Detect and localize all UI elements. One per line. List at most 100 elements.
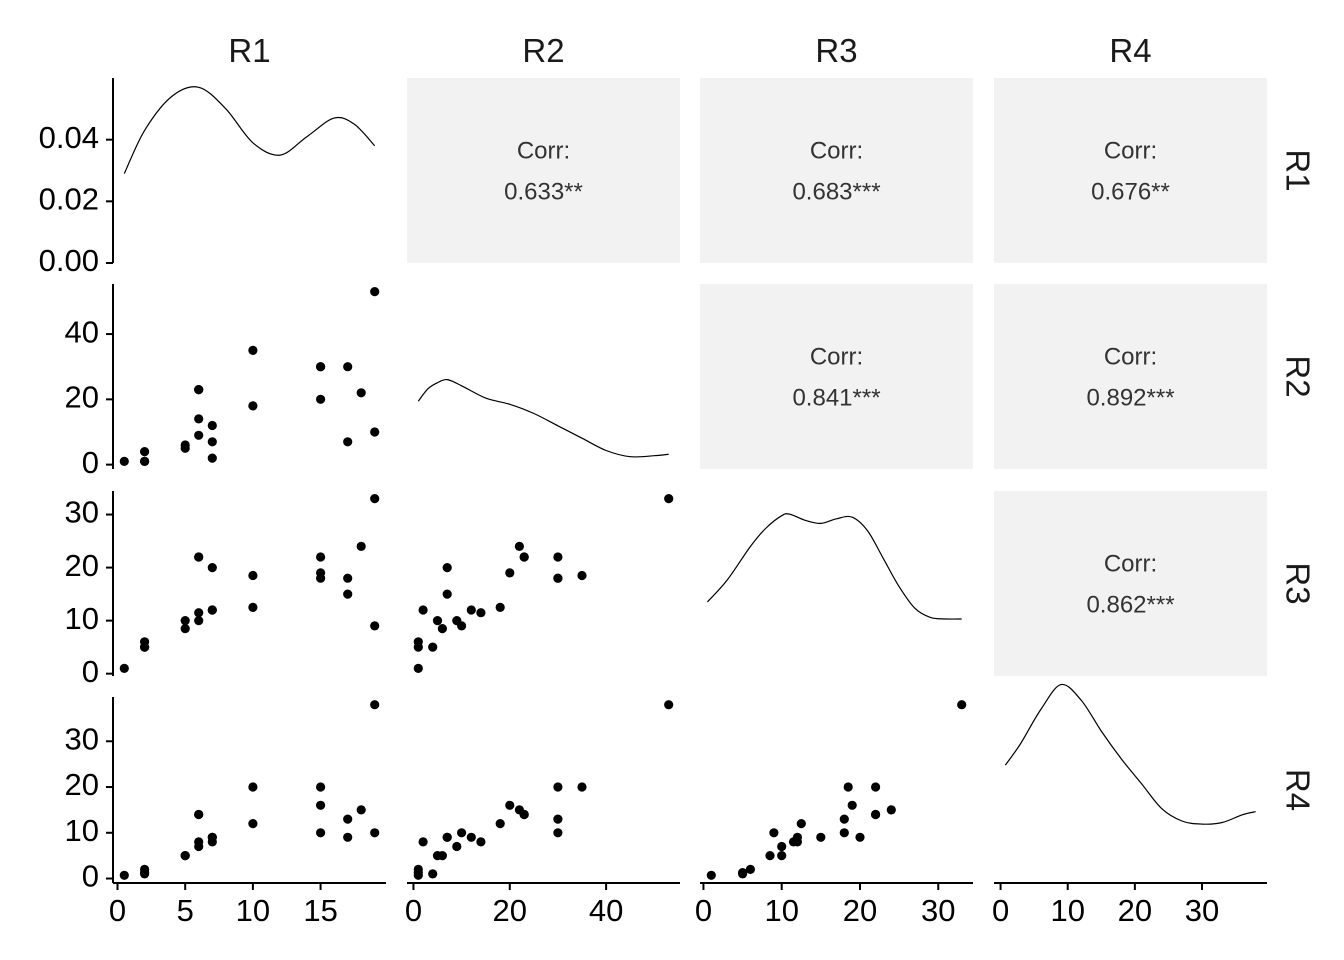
scatter-point-r3-r2 xyxy=(553,573,563,583)
scatter-point-r4-r2 xyxy=(413,864,423,875)
scatter-point-r4-r3 xyxy=(792,832,803,842)
scatter-point-r4-r1 xyxy=(248,819,258,829)
x-tick-label: 10 xyxy=(764,893,798,928)
scatter-point-r4-r1 xyxy=(194,809,204,820)
scatter-point-r3-r2 xyxy=(514,541,525,552)
scatter-point-r3-r1 xyxy=(343,589,353,599)
scatter-point-r4-r3 xyxy=(765,851,775,861)
corr-panel-r2-r3 xyxy=(700,284,973,469)
scatter-point-r4-r1 xyxy=(343,832,353,842)
scatter-point-r3-r1 xyxy=(194,552,204,562)
scatter-point-r4-r3 xyxy=(843,782,853,792)
corr-value: 0.633** xyxy=(504,179,583,206)
scatter-point-r4-r3 xyxy=(957,700,967,710)
x-tick-label: 15 xyxy=(303,893,337,928)
scatter-point-r2-r1 xyxy=(248,401,258,411)
scatter-point-r3-r1 xyxy=(343,573,353,583)
scatter-point-r4-r3 xyxy=(871,782,881,792)
scatter-point-r4-r2 xyxy=(553,782,563,792)
column-strip-r3: R3 xyxy=(815,32,857,69)
density-curve-r2 xyxy=(417,378,669,458)
scatter-point-r4-r2 xyxy=(457,828,467,838)
scatter-point-r4-r1 xyxy=(370,828,380,838)
scatter-point-r2-r1 xyxy=(140,456,150,466)
row-strip-r2: R2 xyxy=(1279,355,1316,397)
scatter-point-r4-r2 xyxy=(452,841,462,852)
scatter-point-r4-r3 xyxy=(847,800,857,810)
column-strip-r2: R2 xyxy=(522,32,564,69)
y-tick-label: 0.02 xyxy=(39,182,99,217)
scatter-point-r3-r1 xyxy=(119,663,129,674)
scatter-point-r4-r1 xyxy=(316,828,326,838)
x-tick-label: 0 xyxy=(992,893,1009,928)
scatter-point-r2-r1 xyxy=(343,437,353,447)
scatter-point-r4-r3 xyxy=(855,832,865,842)
x-tick-label: 20 xyxy=(843,893,877,928)
x-tick-label: 10 xyxy=(1050,893,1084,928)
scatter-point-r2-r1 xyxy=(119,456,129,466)
scatter-point-r2-r1 xyxy=(207,420,217,431)
corr-label: Corr: xyxy=(1104,138,1157,165)
x-tick-label: 30 xyxy=(1185,893,1219,928)
scatter-point-r3-r2 xyxy=(476,608,486,618)
scatter-point-r3-r2 xyxy=(553,552,563,562)
corr-label: Corr: xyxy=(810,138,863,165)
scatter-point-r3-r2 xyxy=(442,589,452,599)
corr-value: 0.862*** xyxy=(1086,592,1174,619)
row-strip-r3: R3 xyxy=(1279,562,1316,604)
x-tick-label: 40 xyxy=(589,893,623,928)
scatter-point-r2-r1 xyxy=(194,414,204,424)
scatter-point-r3-r2 xyxy=(418,605,428,615)
scatter-point-r4-r3 xyxy=(777,841,787,852)
scatter-point-r4-r3 xyxy=(816,832,826,842)
scatter-point-r2-r1 xyxy=(140,447,150,457)
scatter-point-r3-r1 xyxy=(180,616,190,626)
corr-value: 0.841*** xyxy=(792,385,880,412)
scatter-point-r2-r1 xyxy=(207,437,217,447)
scatter-point-r3-r2 xyxy=(664,494,674,504)
scatter-point-r3-r1 xyxy=(316,573,326,583)
x-tick-label: 0 xyxy=(695,893,712,928)
scatter-point-r2-r1 xyxy=(370,427,380,437)
corr-label: Corr: xyxy=(810,344,863,371)
scatter-point-r2-r1 xyxy=(180,440,190,450)
corr-value: 0.676** xyxy=(1091,179,1170,206)
scatter-point-r2-r1 xyxy=(316,362,326,372)
scatter-point-r4-r1 xyxy=(140,869,150,879)
scatter-point-r4-r2 xyxy=(553,828,563,838)
scatter-point-r4-r2 xyxy=(428,869,438,879)
corr-panel-r1-r4 xyxy=(994,78,1267,263)
y-tick-label: 10 xyxy=(65,601,99,636)
scatter-point-r3-r2 xyxy=(428,642,438,652)
scatter-point-r3-r2 xyxy=(413,663,423,674)
scatter-point-r3-r2 xyxy=(413,637,423,647)
scatter-point-r3-r2 xyxy=(505,568,515,578)
scatter-point-r4-r1 xyxy=(370,700,380,710)
scatter-point-r3-r2 xyxy=(519,552,529,562)
x-tick-label: 20 xyxy=(1118,893,1152,928)
scatter-point-r3-r1 xyxy=(207,605,217,615)
scatter-point-r4-r1 xyxy=(316,782,326,792)
scatter-point-r4-r1 xyxy=(316,800,326,810)
scatter-point-r4-r2 xyxy=(505,800,515,810)
y-tick-label: 30 xyxy=(65,721,99,756)
density-curve-r3 xyxy=(706,513,962,620)
corr-value: 0.892*** xyxy=(1086,385,1174,412)
row-strip-r4: R4 xyxy=(1279,769,1316,811)
scatter-point-r4-r3 xyxy=(796,819,806,829)
x-tick-label: 0 xyxy=(405,893,422,928)
y-tick-label: 0 xyxy=(82,654,99,689)
scatter-point-r3-r1 xyxy=(370,494,380,504)
x-tick-label: 20 xyxy=(493,893,527,928)
column-strip-r1: R1 xyxy=(228,32,270,69)
corr-panel-r3-r4 xyxy=(994,491,1267,676)
scatter-point-r4-r3 xyxy=(886,805,896,815)
scatter-point-r3-r1 xyxy=(194,608,204,618)
scatter-point-r2-r1 xyxy=(356,388,366,398)
x-tick-label: 30 xyxy=(921,893,955,928)
y-tick-label: 0 xyxy=(82,859,99,894)
corr-panel-r1-r3 xyxy=(700,78,973,263)
scatter-point-r4-r3 xyxy=(839,828,849,838)
y-tick-label: 20 xyxy=(65,380,99,415)
